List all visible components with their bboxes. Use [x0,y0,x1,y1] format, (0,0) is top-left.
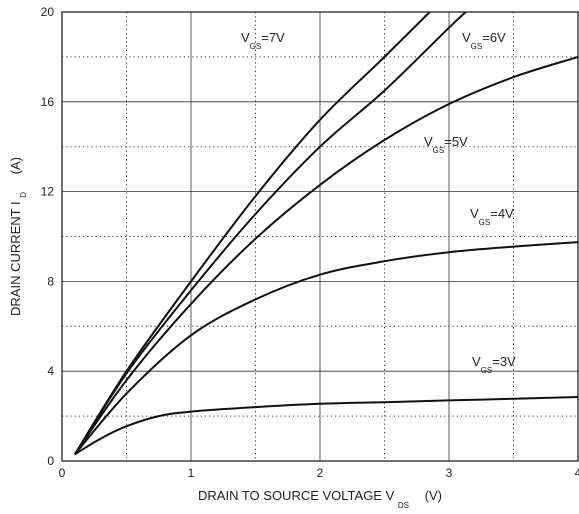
series-label-sub: GS [250,42,262,51]
series-label-sub: GS [471,42,483,51]
series-label-rest: =6V [482,30,506,45]
series-line-0 [74,12,431,455]
series-label-main: V [470,206,479,221]
series-label-3: VGS=4V [470,206,514,227]
series-line-1 [74,12,467,455]
x-axis-label: DRAIN TO SOURCE VOLTAGE V DS (V) [198,488,442,511]
y-axis-label: DRAIN CURRENT I D (A) [8,157,29,316]
y-tick-label: 4 [47,364,54,378]
y-axis-label-sub: D [19,192,28,198]
series-label-rest: =7V [261,30,285,45]
grid [62,12,578,461]
y-axis-label-main: DRAIN CURRENT I [8,201,23,316]
series-line-3 [74,241,578,455]
series-label-main: V [241,30,250,45]
series-label-sub: GS [479,218,491,227]
x-tick-label: 2 [317,466,324,480]
y-tick-label: 8 [47,274,54,288]
y-tick-label: 12 [41,185,55,199]
y-tick-label: 16 [41,95,55,109]
series-label-0: VGS=7V [241,30,285,51]
series-line-4 [74,396,578,456]
x-axis-label-sub: DS [398,501,409,510]
x-tick-label: 1 [188,466,195,480]
x-tick-label: 3 [446,466,453,480]
series-label-main: V [424,134,433,149]
series-label-1: VGS=6V [462,30,506,51]
curves [74,12,578,456]
series-label-2: VGS=5V [424,134,468,155]
series-label-rest: =4V [490,206,514,221]
series-label-main: V [462,30,471,45]
x-axis-label-main: DRAIN TO SOURCE VOLTAGE V [198,488,395,503]
series-label-sub: GS [433,146,445,155]
series-label-rest: =5V [444,134,468,149]
y-axis-label-unit: (A) [8,157,23,174]
plot-frame [61,11,579,462]
x-axis-label-unit: (V) [425,488,442,503]
series-line-2 [74,55,578,455]
x-tick-label: 4 [575,466,579,480]
series-label-4: VGS=3V [472,354,516,375]
y-tick-label: 0 [47,454,54,468]
x-tick-label: 0 [59,466,66,480]
series-label-main: V [472,354,481,369]
y-tick-label: 20 [41,5,55,19]
series-label-sub: GS [481,366,493,375]
series-label-rest: =3V [492,354,516,369]
